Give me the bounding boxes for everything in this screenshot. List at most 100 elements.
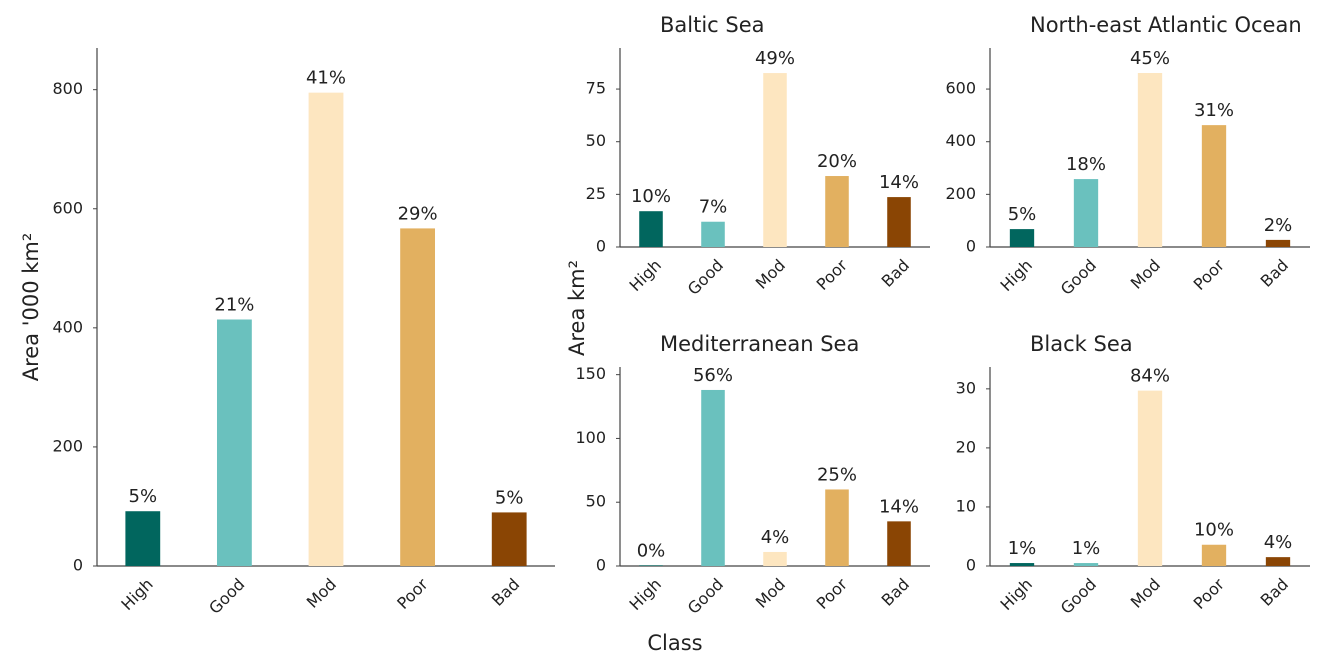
y-tick-label: 600 [945, 79, 976, 98]
percent-label: 14% [879, 172, 919, 193]
x-tick-label: Poor [813, 574, 852, 613]
percent-label: 5% [129, 486, 158, 507]
y-tick-label: 100 [575, 428, 606, 447]
bar [1073, 563, 1099, 566]
x-tick-label: Good [1057, 256, 1100, 299]
x-tick-label: High [117, 575, 156, 614]
x-tick-label: Bad [878, 256, 913, 291]
bar [887, 197, 911, 247]
bar [1137, 73, 1163, 247]
x-tick-label: Good [205, 575, 248, 618]
shared-y-label: Area km² [565, 260, 589, 356]
bar [1201, 544, 1227, 566]
subplot-title: Baltic Sea [660, 13, 765, 37]
bar [125, 511, 161, 566]
percent-label: 4% [1264, 532, 1293, 553]
y-tick-label: 0 [596, 237, 606, 256]
bar [825, 489, 849, 566]
y-axis-label: Area '000 km² [19, 233, 43, 382]
x-tick-label: Bad [878, 575, 913, 610]
x-tick-label: High [626, 256, 665, 295]
percent-label: 4% [761, 527, 790, 548]
y-tick-label: 400 [945, 131, 976, 150]
y-tick-label: 150 [575, 364, 606, 383]
bar [1201, 125, 1227, 247]
subplot-title: Black Sea [1030, 332, 1133, 356]
percent-label: 14% [879, 496, 919, 517]
x-tick-label: Good [684, 256, 727, 299]
bar [1265, 557, 1291, 566]
bar [639, 565, 663, 566]
x-tick-label: Good [1057, 575, 1100, 618]
x-tick-label: High [626, 575, 665, 614]
y-tick-label: 200 [945, 184, 976, 203]
percent-label: 25% [817, 464, 857, 485]
y-tick-label: 800 [52, 79, 83, 98]
percent-label: 5% [495, 487, 524, 508]
percent-label: 10% [631, 186, 671, 207]
bar [1137, 390, 1163, 566]
x-tick-label: Mod [752, 575, 789, 612]
x-tick-label: High [997, 256, 1036, 295]
percent-label: 84% [1130, 366, 1170, 387]
bar [491, 512, 527, 566]
bar [639, 211, 663, 247]
percent-label: 1% [1072, 538, 1101, 559]
percent-label: 31% [1194, 100, 1234, 121]
y-tick-label: 200 [52, 436, 83, 455]
shared-x-label: Class [647, 631, 702, 654]
y-tick-label: 75 [586, 79, 606, 98]
y-tick-label: 50 [586, 492, 606, 511]
x-tick-label: Bad [488, 575, 523, 610]
percent-label: 10% [1194, 520, 1234, 541]
subplot-title: North-east Atlantic Ocean [1030, 13, 1302, 37]
x-tick-label: Poor [393, 574, 432, 613]
y-tick-label: 20 [956, 437, 976, 456]
percent-label: 20% [817, 151, 857, 172]
percent-label: 29% [398, 203, 438, 224]
bar [887, 521, 911, 566]
bar [216, 319, 252, 566]
x-tick-label: Poor [1190, 255, 1229, 294]
y-tick-label: 0 [73, 556, 83, 575]
x-tick-label: Bad [1257, 575, 1292, 610]
y-tick-label: 0 [596, 556, 606, 575]
y-tick-label: 600 [52, 198, 83, 217]
x-tick-label: Poor [813, 255, 852, 294]
y-tick-label: 25 [586, 184, 606, 203]
bar [400, 228, 436, 566]
bar [763, 73, 787, 247]
percent-label: 2% [1264, 215, 1293, 236]
y-tick-label: 10 [956, 496, 976, 515]
percent-label: 45% [1130, 48, 1170, 69]
bar [701, 389, 725, 566]
x-tick-label: Mod [303, 575, 340, 612]
y-tick-label: 50 [586, 131, 606, 150]
percent-label: 56% [693, 365, 733, 386]
x-tick-label: Mod [1127, 575, 1164, 612]
bar [825, 176, 849, 247]
x-tick-label: Good [684, 575, 727, 618]
percent-label: 1% [1008, 538, 1037, 559]
x-tick-label: Poor [1190, 574, 1229, 613]
bar [1009, 229, 1035, 247]
x-tick-label: Mod [752, 256, 789, 293]
percent-label: 18% [1066, 154, 1106, 175]
percent-label: 5% [1008, 204, 1037, 225]
y-tick-label: 0 [966, 237, 976, 256]
percent-label: 0% [637, 540, 666, 561]
x-tick-label: High [997, 575, 1036, 614]
y-tick-label: 0 [966, 556, 976, 575]
bar [1265, 239, 1291, 247]
bar [308, 92, 344, 566]
percent-label: 7% [699, 197, 728, 218]
bar [1009, 563, 1035, 566]
percent-label: 41% [306, 68, 346, 89]
percent-label: 49% [755, 48, 795, 69]
y-tick-label: 30 [956, 378, 976, 397]
x-tick-label: Bad [1257, 256, 1292, 291]
percent-label: 21% [214, 295, 254, 316]
bar [701, 221, 725, 247]
x-tick-label: Mod [1127, 256, 1164, 293]
